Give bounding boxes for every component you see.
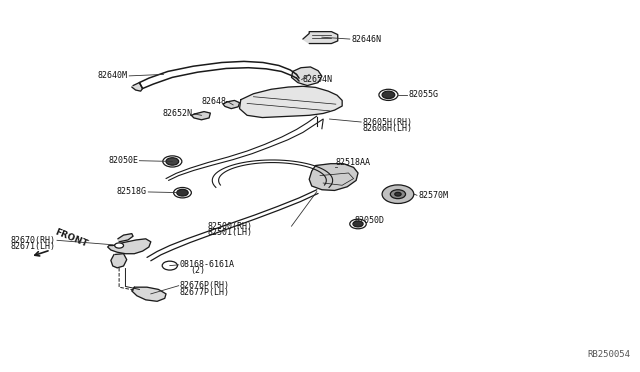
Text: 82652N: 82652N [163,109,193,118]
Text: 82677P(LH): 82677P(LH) [180,288,230,296]
Text: 82055G: 82055G [408,90,438,99]
Text: 82676P(RH): 82676P(RH) [180,281,230,290]
Polygon shape [223,100,239,109]
Text: 82050D: 82050D [355,216,385,225]
Text: 82501(LH): 82501(LH) [207,228,252,237]
Text: 82671(LH): 82671(LH) [11,242,56,251]
Text: 82570M: 82570M [418,191,448,200]
Circle shape [115,243,124,248]
Text: FRONT: FRONT [54,228,90,249]
Text: S: S [167,261,173,270]
Polygon shape [309,164,358,190]
Polygon shape [118,234,133,242]
Polygon shape [291,67,322,86]
Circle shape [382,185,414,203]
Polygon shape [239,86,342,118]
Polygon shape [111,254,127,268]
Circle shape [162,261,177,270]
Polygon shape [191,112,211,120]
Text: 82606H(LH): 82606H(LH) [362,124,412,133]
Text: 82050E: 82050E [108,156,138,165]
Text: 82518G: 82518G [117,187,147,196]
Circle shape [395,192,401,196]
Polygon shape [303,32,338,44]
Text: 82518AA: 82518AA [336,158,371,167]
Circle shape [166,158,179,165]
Text: 82605H(RH): 82605H(RH) [362,118,412,126]
Text: 82640M: 82640M [98,71,128,80]
Circle shape [353,221,363,227]
Text: 82654N: 82654N [303,75,333,84]
Circle shape [390,190,406,199]
Text: RB250054: RB250054 [588,350,630,359]
Text: 82500(RH): 82500(RH) [207,222,252,231]
Polygon shape [132,83,143,91]
Polygon shape [132,287,166,301]
Text: 08168-6161A: 08168-6161A [180,260,235,269]
Text: 82648: 82648 [202,97,227,106]
Text: (2): (2) [190,266,205,275]
Circle shape [382,91,395,99]
Text: 82646N: 82646N [351,35,381,44]
Polygon shape [108,239,151,254]
Circle shape [177,189,188,196]
Text: 82670(RH): 82670(RH) [11,236,56,245]
